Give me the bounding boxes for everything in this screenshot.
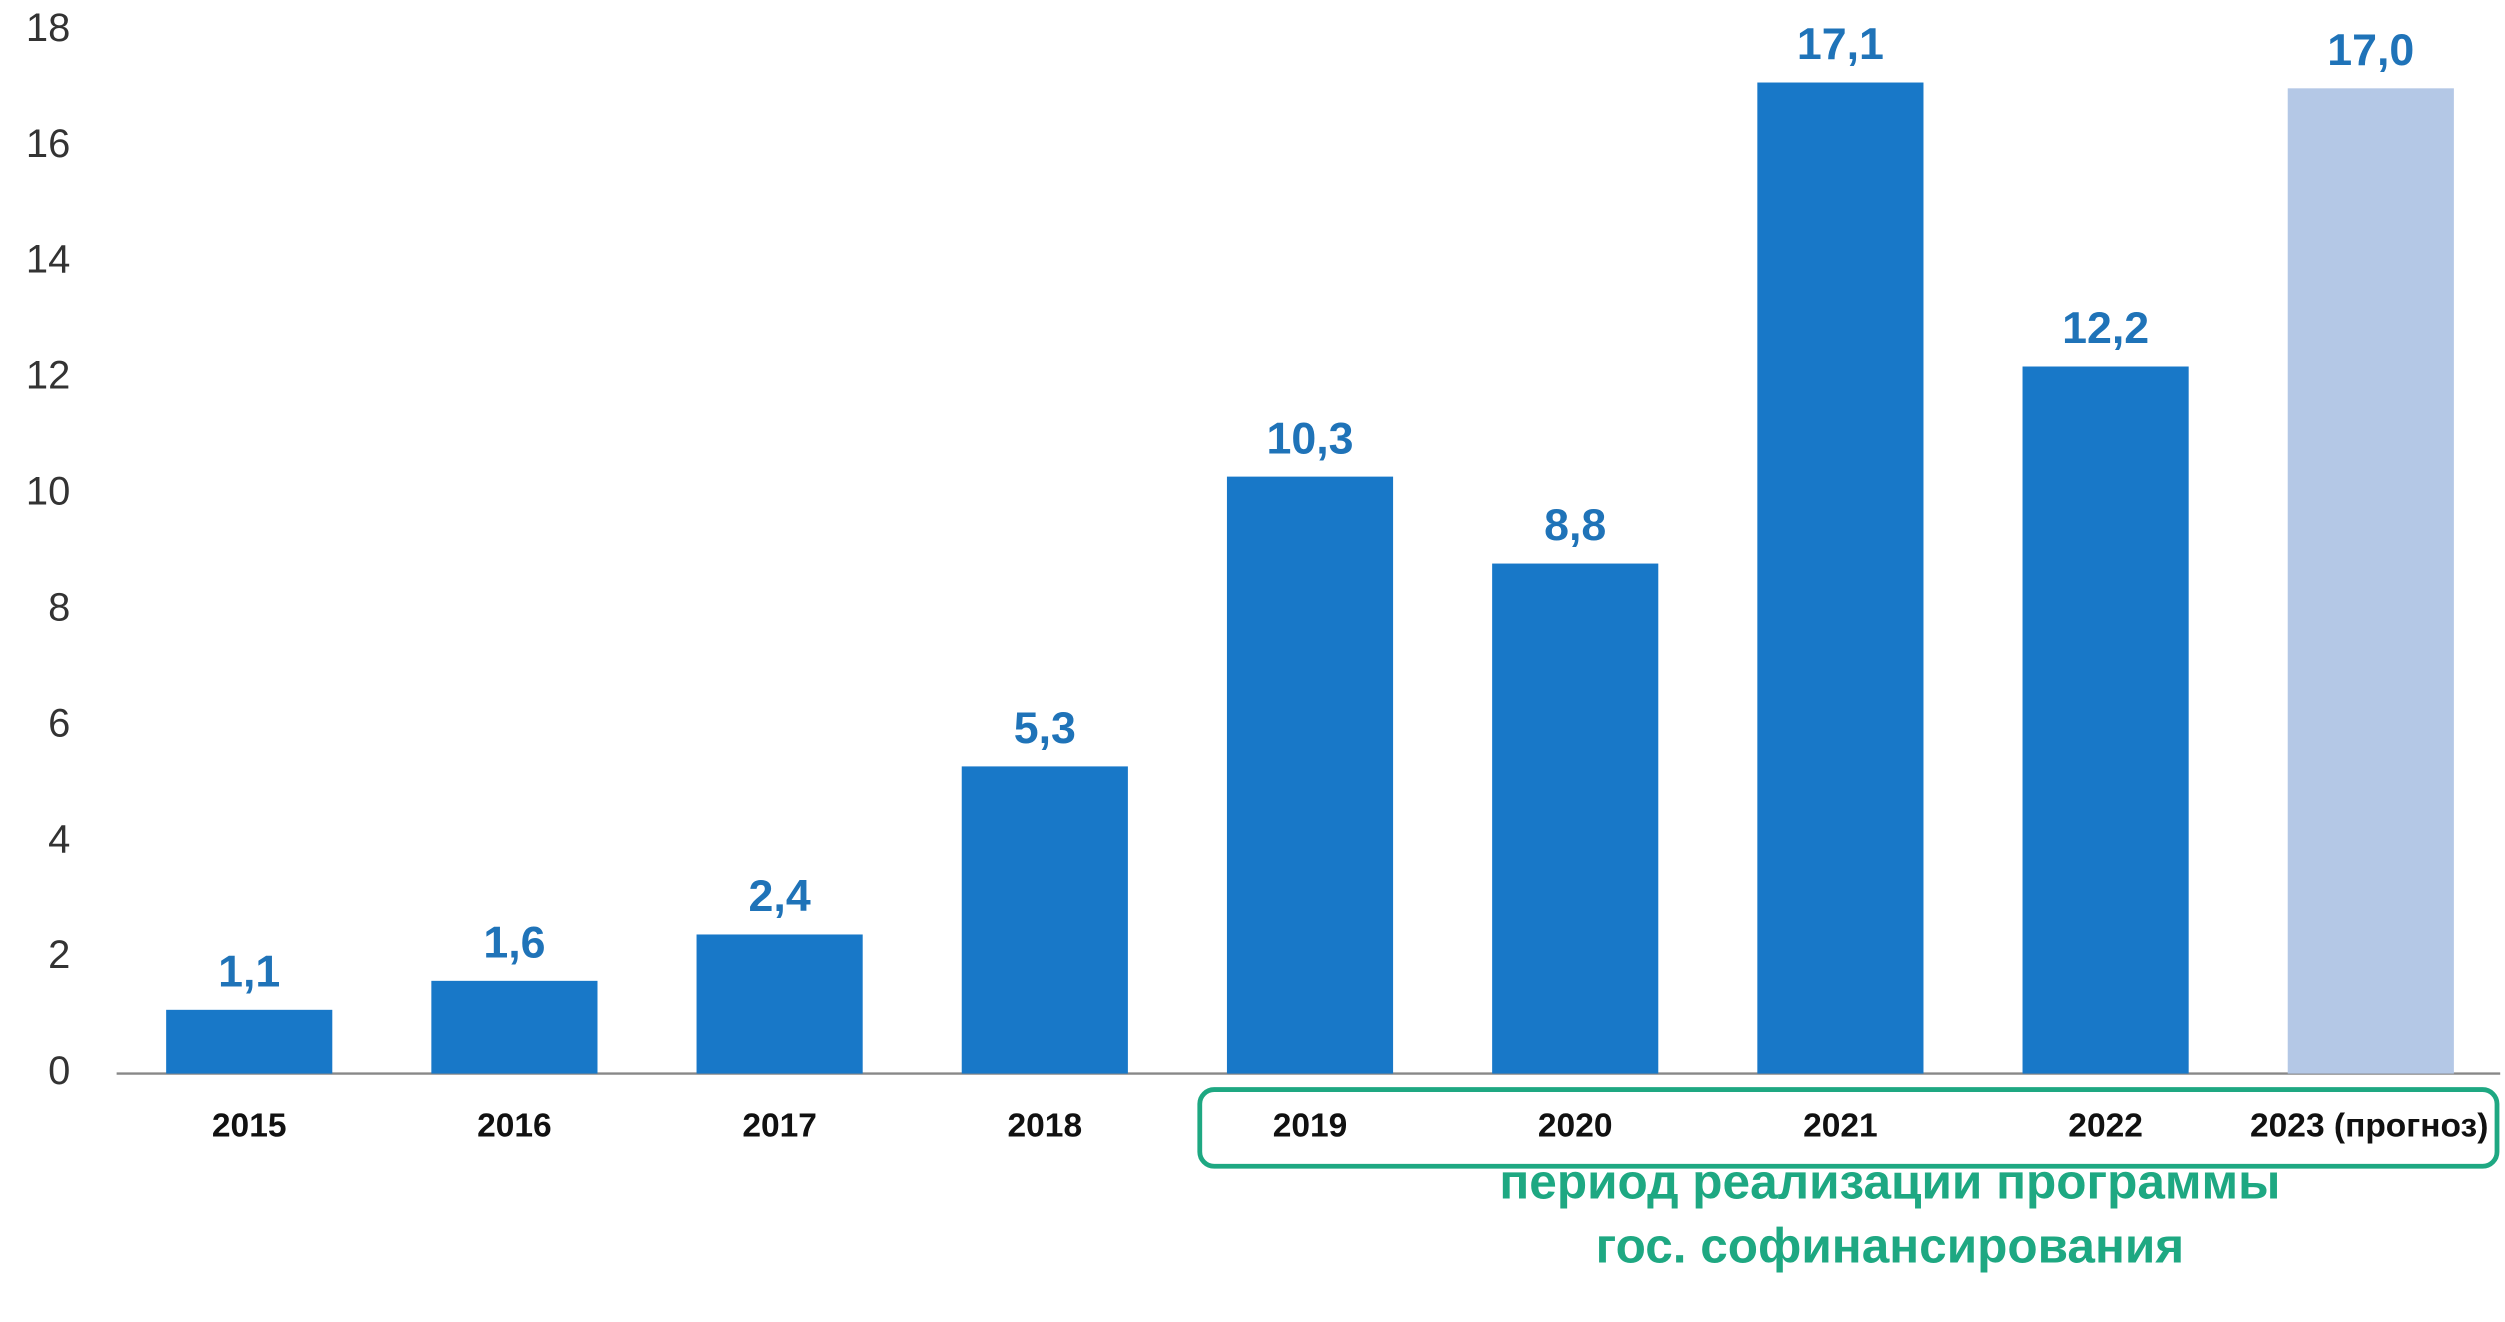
bar — [2022, 366, 2189, 1074]
value-label: 8,8 — [1544, 501, 1606, 550]
y-tick-label: 18 — [26, 6, 70, 50]
value-label: 1,6 — [483, 919, 545, 968]
bar — [1757, 82, 1924, 1074]
x-tick-label: 2015 — [212, 1108, 287, 1145]
y-tick-label: 6 — [48, 701, 70, 745]
value-label: 12,2 — [2062, 304, 2149, 353]
value-label: 5,3 — [1014, 704, 1076, 753]
period-box — [1197, 1087, 2500, 1169]
x-tick-label: 2022 — [2068, 1108, 2143, 1145]
y-tick-label: 2 — [48, 933, 70, 977]
x-tick-label: 2017 — [742, 1108, 817, 1145]
y-tick-label: 8 — [48, 585, 70, 629]
x-tick-label: 2016 — [477, 1108, 552, 1145]
annotation-line: гос. софинансирования — [1596, 1218, 2185, 1273]
y-tick-label: 14 — [26, 238, 70, 282]
bar — [696, 934, 863, 1074]
bar — [2287, 88, 2454, 1074]
y-tick-label: 12 — [26, 354, 70, 398]
x-tick-label: 2019 — [1273, 1108, 1348, 1145]
value-label: 10,3 — [1266, 414, 1353, 463]
y-tick-label: 4 — [48, 817, 70, 861]
x-tick-label: 2018 — [1008, 1108, 1083, 1145]
y-tick-label: 10 — [26, 470, 70, 514]
x-tick-label: 2021 — [1803, 1108, 1878, 1145]
bar — [431, 980, 598, 1074]
value-label: 17,1 — [1797, 20, 1884, 69]
value-label: 2,4 — [749, 872, 811, 921]
bar — [961, 766, 1128, 1074]
y-tick-label: 16 — [26, 122, 70, 166]
value-label: 1,1 — [218, 947, 280, 996]
value-label: 17,0 — [2327, 26, 2414, 75]
x-tick-label: 2020 — [1538, 1108, 1613, 1145]
bar — [1226, 476, 1394, 1074]
bar — [166, 1009, 333, 1074]
annotation-line: период реализации программы — [1499, 1154, 2280, 1209]
bar — [1492, 563, 1659, 1074]
y-tick-label: 0 — [48, 1049, 70, 1093]
x-tick-label: 2023 (прогноз) — [2250, 1108, 2488, 1145]
